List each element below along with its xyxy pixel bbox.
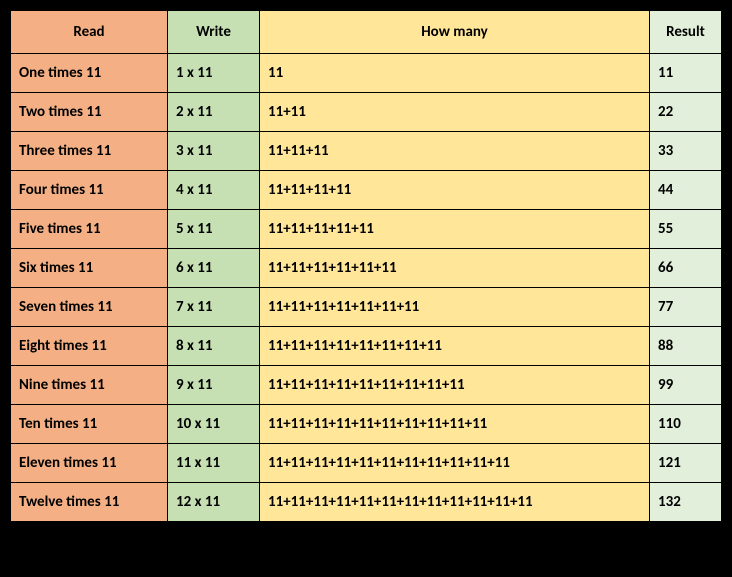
table-row: Three times 11 3 x 11 11+11+11 33 xyxy=(11,132,722,171)
header-row: Read Write How many Result xyxy=(11,11,722,54)
cell-read: Eleven times 11 xyxy=(11,444,168,483)
cell-read: Five times 11 xyxy=(11,210,168,249)
cell-write: 1 x 11 xyxy=(168,54,260,93)
cell-result: 99 xyxy=(650,366,722,405)
table-row: Twelve times 11 12 x 11 11+11+11+11+11+1… xyxy=(11,483,722,522)
table-row: Ten times 11 10 x 11 11+11+11+11+11+11+1… xyxy=(11,405,722,444)
cell-result: 66 xyxy=(650,249,722,288)
cell-write: 5 x 11 xyxy=(168,210,260,249)
header-write: Write xyxy=(168,11,260,54)
cell-read: Twelve times 11 xyxy=(11,483,168,522)
table-row: Seven times 11 7 x 11 11+11+11+11+11+11+… xyxy=(11,288,722,327)
cell-howmany: 11+11+11+11+11+11 xyxy=(260,249,650,288)
cell-result: 110 xyxy=(650,405,722,444)
cell-howmany: 11+11+11+11+11+11+11 xyxy=(260,288,650,327)
cell-write: 4 x 11 xyxy=(168,171,260,210)
cell-howmany: 11+11+11+11+11+11+11+11 xyxy=(260,327,650,366)
table-row: Eleven times 11 11 x 11 11+11+11+11+11+1… xyxy=(11,444,722,483)
cell-result: 121 xyxy=(650,444,722,483)
cell-write: 2 x 11 xyxy=(168,93,260,132)
cell-howmany: 11 xyxy=(260,54,650,93)
cell-howmany: 11+11+11+11+11 xyxy=(260,210,650,249)
cell-howmany: 11+11+11+11+11+11+11+11+11+11+11+11 xyxy=(260,483,650,522)
cell-result: 11 xyxy=(650,54,722,93)
cell-howmany: 11+11 xyxy=(260,93,650,132)
table-row: Nine times 11 9 x 11 11+11+11+11+11+11+1… xyxy=(11,366,722,405)
header-result: Result xyxy=(650,11,722,54)
table-row: Five times 11 5 x 11 11+11+11+11+11 55 xyxy=(11,210,722,249)
cell-read: Four times 11 xyxy=(11,171,168,210)
cell-result: 22 xyxy=(650,93,722,132)
cell-howmany: 11+11+11 xyxy=(260,132,650,171)
cell-result: 55 xyxy=(650,210,722,249)
table-row: Eight times 11 8 x 11 11+11+11+11+11+11+… xyxy=(11,327,722,366)
cell-result: 44 xyxy=(650,171,722,210)
cell-write: 8 x 11 xyxy=(168,327,260,366)
cell-read: Eight times 11 xyxy=(11,327,168,366)
cell-write: 7 x 11 xyxy=(168,288,260,327)
table-body: One times 11 1 x 11 11 11 Two times 11 2… xyxy=(11,54,722,522)
cell-read: One times 11 xyxy=(11,54,168,93)
cell-result: 77 xyxy=(650,288,722,327)
cell-write: 9 x 11 xyxy=(168,366,260,405)
cell-result: 88 xyxy=(650,327,722,366)
cell-howmany: 11+11+11+11+11+11+11+11+11+11 xyxy=(260,405,650,444)
header-read: Read xyxy=(11,11,168,54)
cell-write: 3 x 11 xyxy=(168,132,260,171)
table-row: One times 11 1 x 11 11 11 xyxy=(11,54,722,93)
cell-result: 132 xyxy=(650,483,722,522)
cell-write: 11 x 11 xyxy=(168,444,260,483)
cell-read: Seven times 11 xyxy=(11,288,168,327)
cell-howmany: 11+11+11+11+11+11+11+11+11+11+11 xyxy=(260,444,650,483)
cell-result: 33 xyxy=(650,132,722,171)
cell-write: 6 x 11 xyxy=(168,249,260,288)
header-howmany: How many xyxy=(260,11,650,54)
cell-howmany: 11+11+11+11+11+11+11+11+11 xyxy=(260,366,650,405)
cell-write: 10 x 11 xyxy=(168,405,260,444)
table-row: Two times 11 2 x 11 11+11 22 xyxy=(11,93,722,132)
times-table: Read Write How many Result One times 11 … xyxy=(10,10,722,522)
table-row: Four times 11 4 x 11 11+11+11+11 44 xyxy=(11,171,722,210)
table-row: Six times 11 6 x 11 11+11+11+11+11+11 66 xyxy=(11,249,722,288)
cell-read: Ten times 11 xyxy=(11,405,168,444)
cell-read: Two times 11 xyxy=(11,93,168,132)
cell-read: Nine times 11 xyxy=(11,366,168,405)
cell-read: Six times 11 xyxy=(11,249,168,288)
cell-read: Three times 11 xyxy=(11,132,168,171)
cell-write: 12 x 11 xyxy=(168,483,260,522)
cell-howmany: 11+11+11+11 xyxy=(260,171,650,210)
